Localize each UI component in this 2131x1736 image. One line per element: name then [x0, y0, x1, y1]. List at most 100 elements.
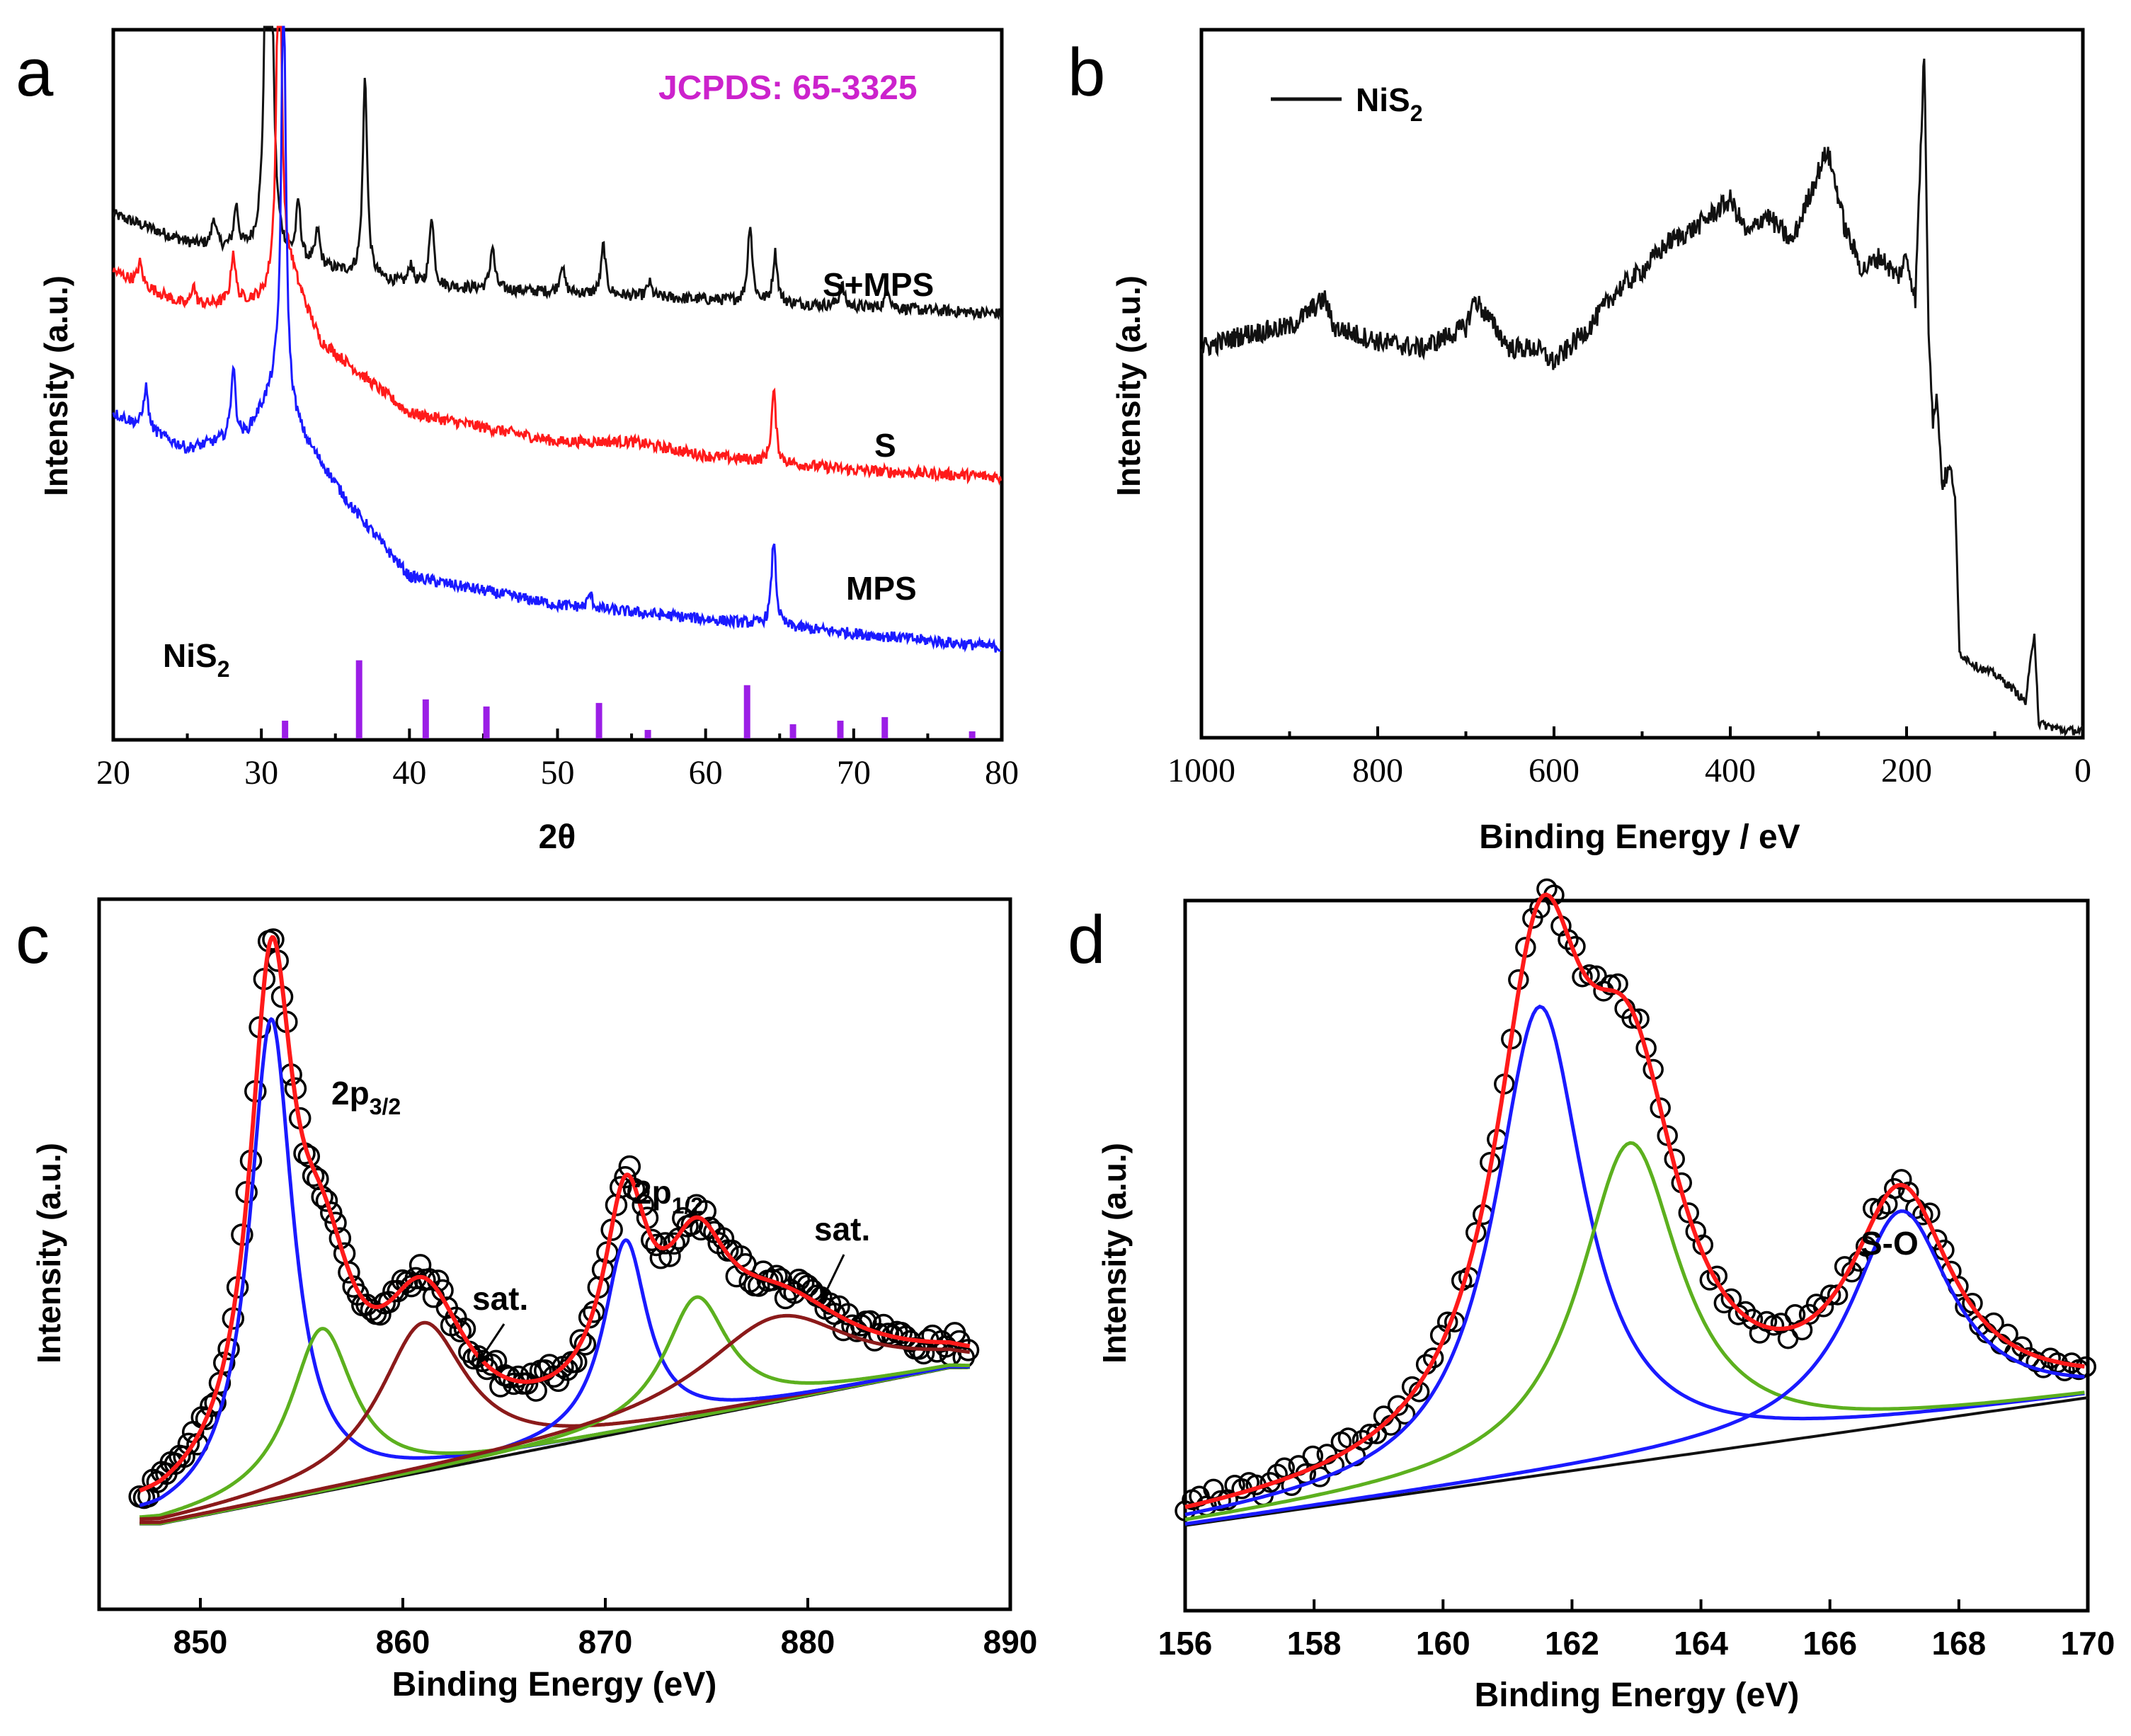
panel-c: c Intensity (a.u.) Binding Energy (eV) 8… — [16, 897, 1037, 1703]
data-point — [765, 1264, 788, 1287]
xtick-label: 164 — [1674, 1625, 1728, 1662]
xtick-label: 50 — [541, 754, 575, 792]
data-point — [320, 1201, 343, 1224]
sat-2-arrow — [823, 1254, 845, 1295]
xtick-label: 162 — [1545, 1625, 1599, 1662]
data-point — [520, 1362, 543, 1386]
annotation-2p32: 2p3/2 — [331, 1075, 401, 1119]
xtick-label: 40 — [392, 754, 426, 792]
series-label-mps: MPS — [846, 570, 917, 607]
annotation-s-o: S-O — [1861, 1225, 1919, 1262]
xtick-label: 60 — [689, 754, 723, 792]
xtick-label: 80 — [985, 754, 1019, 792]
panel-b-letter: b — [1068, 35, 1105, 110]
xtick-label: 880 — [781, 1623, 835, 1660]
data-point — [569, 1329, 592, 1352]
data-point — [1337, 1427, 1359, 1449]
fit-component-s-2p3-2 — [1184, 1004, 2085, 1517]
panel-a-xlabel: 2θ — [539, 818, 576, 856]
data-point — [2026, 1351, 2047, 1373]
data-point — [663, 1232, 685, 1255]
data-point — [1302, 1445, 1324, 1467]
fit-component-sat-2p1-2 — [139, 1313, 971, 1524]
series-line-mps — [112, 25, 1002, 653]
panel-b: b Intensity (a.u.) Binding Energy / eV 1… — [1068, 28, 2091, 856]
xtick-label: 158 — [1287, 1625, 1342, 1662]
data-point — [480, 1353, 503, 1376]
panel-d-ylabel: Intensity (a.u.) — [1096, 1143, 1133, 1364]
fit-component-s-2p1-2 — [1184, 1141, 2085, 1521]
xtick-label: 168 — [1931, 1625, 1986, 1662]
data-point — [449, 1320, 472, 1342]
fit-baseline — [1184, 1396, 2089, 1527]
sat-1-arrowhead — [476, 1352, 489, 1366]
panel-d-xticks: 156 158 160 162 164 166 168 170 — [1158, 1599, 2115, 1662]
series-line-s-mps — [112, 25, 1002, 321]
panel-a: a Intensity (a.u.) 2θ 20 30 40 50 60 70 80 JCP… — [16, 25, 1019, 856]
xtick-label: 860 — [376, 1623, 430, 1660]
panel-a-reference-sticks — [282, 660, 976, 738]
xtick-label: 0 — [2074, 752, 2091, 789]
data-point — [1422, 1347, 1444, 1369]
panel-c-letter: c — [16, 902, 50, 978]
annotation-2p12: 2p1/2 — [634, 1174, 703, 1218]
annotation-sat-1: sat. — [472, 1280, 528, 1317]
series-label-s: S — [874, 427, 896, 464]
sat-2-arrowhead — [820, 1289, 830, 1304]
fit-envelope — [1184, 892, 2085, 1509]
data-point — [1812, 1296, 1834, 1318]
panel-a-reference-label: JCPDS: 65-3325 — [658, 69, 918, 107]
data-point — [262, 928, 285, 951]
annotation-sat-2: sat. — [814, 1211, 870, 1247]
data-point — [1819, 1284, 1841, 1306]
xtick-label: 800 — [1352, 752, 1403, 789]
xtick-label: 1000 — [1167, 752, 1235, 789]
xtick-label: 200 — [1881, 752, 1932, 789]
xtick-label: 70 — [837, 754, 871, 792]
panel-d: d Intensity (a.u.) Binding Energy (eV) 1… — [1068, 878, 2115, 1714]
data-point — [1678, 1202, 1700, 1223]
series-line-s — [112, 25, 1002, 486]
panel-a-nis2-label: NiS2 — [163, 637, 229, 682]
xtick-label: 20 — [96, 754, 130, 792]
data-point — [645, 1233, 668, 1257]
xtick-label: 870 — [578, 1623, 633, 1660]
xtick-label: 400 — [1705, 752, 1756, 789]
data-point — [1536, 878, 1558, 900]
xtick-label: 160 — [1416, 1625, 1470, 1662]
data-markers — [1175, 878, 2097, 1521]
data-point — [1735, 1301, 1756, 1323]
panel-c-plot — [128, 928, 980, 1526]
data-point — [173, 1445, 195, 1468]
sat-1-arrow — [480, 1323, 505, 1359]
panel-d-letter: d — [1068, 902, 1105, 978]
xtick-label: 600 — [1529, 752, 1579, 789]
data-point — [1891, 1169, 1912, 1190]
data-point — [912, 1342, 935, 1365]
panel-d-plot — [1175, 878, 2097, 1527]
panel-c-ylabel: Intensity (a.u.) — [30, 1143, 67, 1364]
panel-b-axes — [1199, 28, 2085, 740]
xtick-label: 30 — [244, 754, 278, 792]
panel-b-xlabel: Binding Energy / eV — [1479, 818, 1800, 856]
panel-b-legend-label: NiS2 — [1356, 81, 1422, 126]
data-point — [1962, 1293, 1983, 1314]
xtick-label: 170 — [2061, 1625, 2115, 1662]
panel-a-letter: a — [16, 35, 54, 110]
data-point — [338, 1261, 360, 1284]
panel-d-axes — [1183, 898, 2090, 1613]
panel-a-xticks: 20 30 40 50 60 70 80 — [96, 729, 1019, 792]
data-point — [1359, 1423, 1381, 1445]
panel-a-series — [112, 25, 1002, 653]
series-label-s-mps: S+MPS — [823, 266, 934, 303]
fit-component-s-o — [1184, 1209, 2085, 1526]
fit-envelope — [139, 935, 971, 1493]
panel-c-xlabel: Binding Energy (eV) — [392, 1666, 717, 1703]
panel-b-series — [1200, 58, 2084, 737]
xtick-label: 166 — [1803, 1625, 1857, 1662]
xtick-label: 156 — [1158, 1625, 1213, 1662]
data-point — [315, 1189, 338, 1212]
data-point — [1600, 974, 1621, 995]
xtick-label: 850 — [173, 1623, 228, 1660]
